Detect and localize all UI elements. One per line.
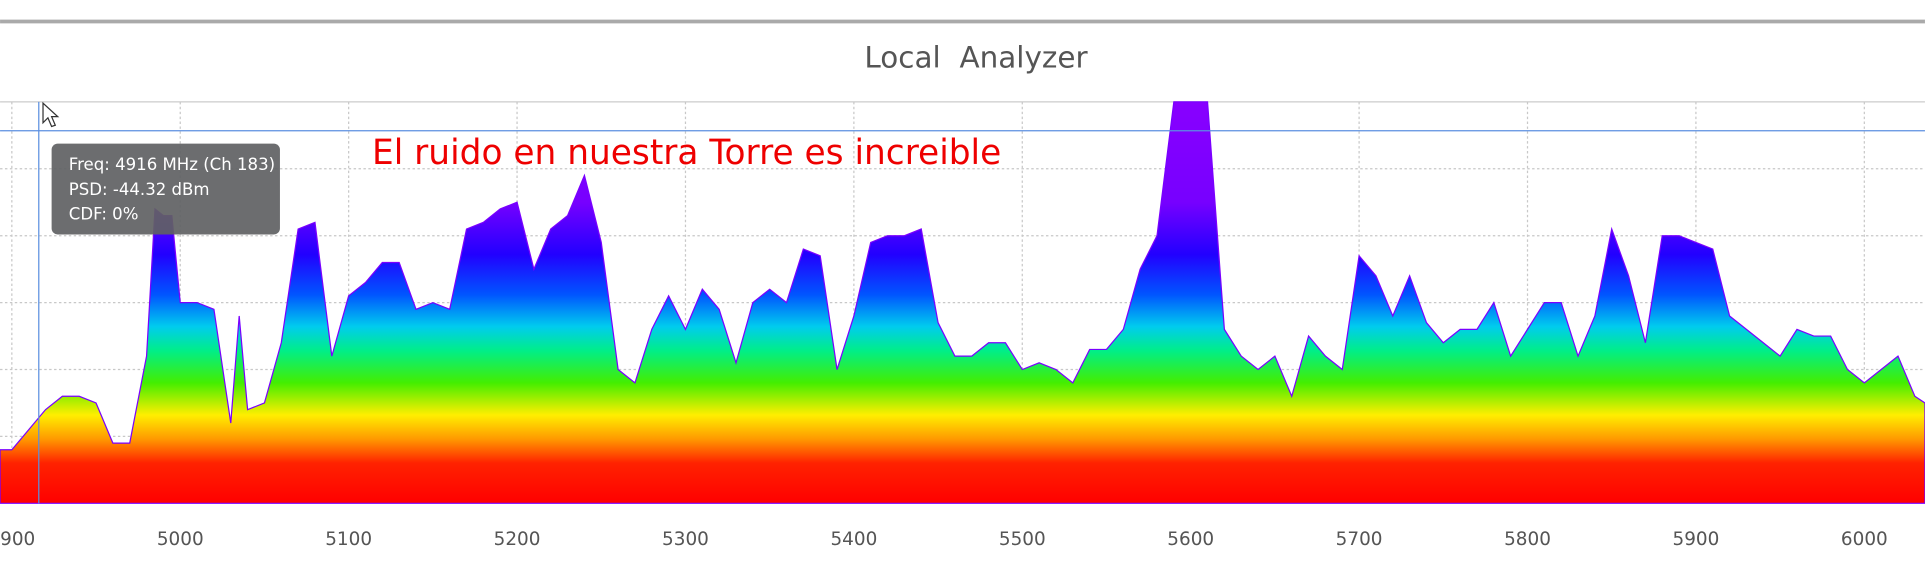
x-tick-label: 5900 xyxy=(1672,529,1719,550)
annotation: El ruido en nuestra Torre es increible xyxy=(372,133,1001,173)
x-tick-label: 5800 xyxy=(1504,529,1551,550)
tooltip-line: Freq: 4916 MHz (Ch 183) xyxy=(69,155,275,174)
x-tick-label: 5300 xyxy=(662,529,709,550)
tooltip-box xyxy=(51,143,280,235)
x-tick-label: 5400 xyxy=(830,529,877,550)
tooltip: Freq: 4916 MHz (Ch 183) PSD: -44.32 dBm … xyxy=(51,143,280,235)
chart-title: Local Analyzer xyxy=(864,40,1088,74)
tooltip-line: PSD: -44.32 dBm xyxy=(69,180,210,199)
x-tick-label: 5500 xyxy=(999,529,1046,550)
spectrum-area xyxy=(0,101,1925,504)
x-tick-label: 6000 xyxy=(1841,529,1888,550)
x-tick-label: 5700 xyxy=(1336,529,1383,550)
cursor xyxy=(42,101,60,128)
tooltip-line: CDF: 0% xyxy=(69,204,139,223)
x-tick-label: 5000 xyxy=(157,529,204,550)
x-tick-label: 5100 xyxy=(325,529,372,550)
x-tick-label: 4900 xyxy=(0,529,35,550)
x-tick-label: 5200 xyxy=(494,529,541,550)
x-tick-label: 5600 xyxy=(1167,529,1214,550)
